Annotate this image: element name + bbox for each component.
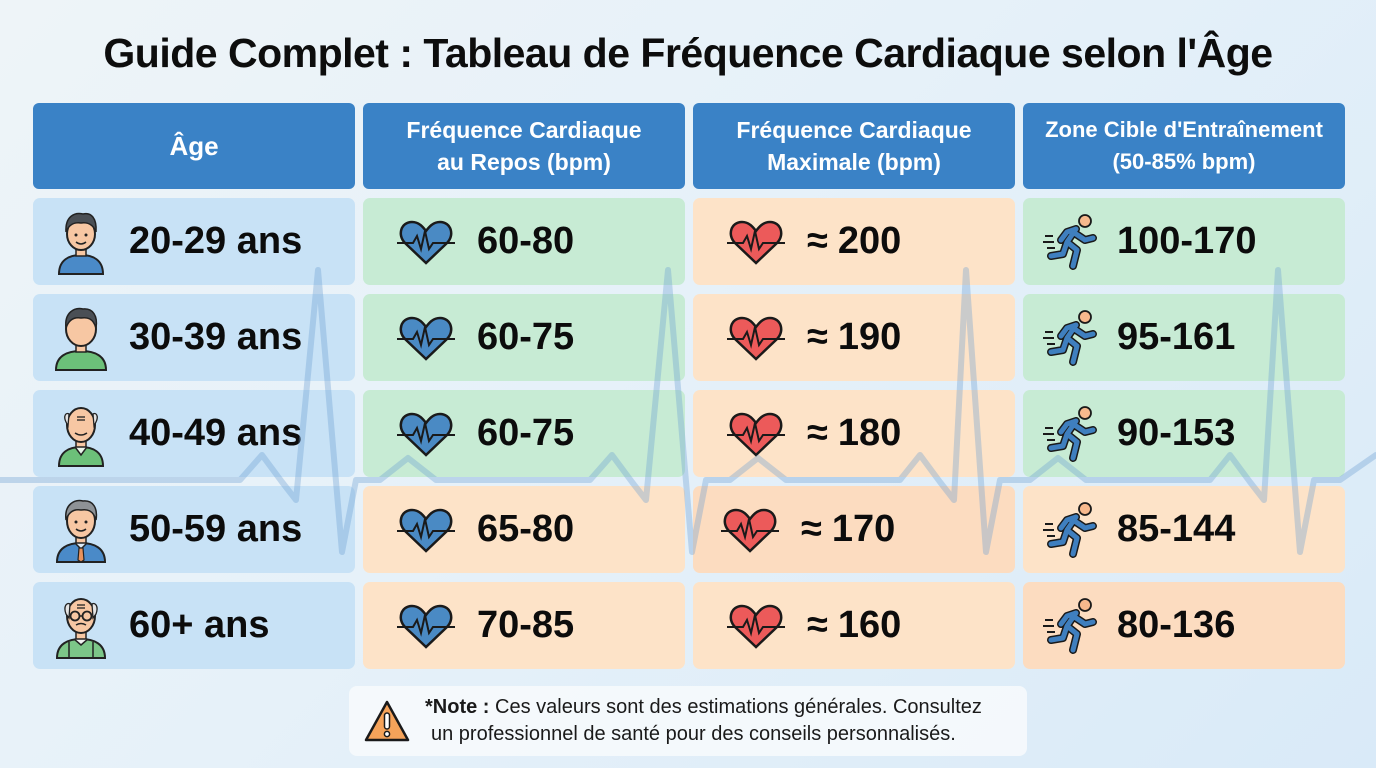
- header-zone: Zone Cible d'Entraînement (50-85% bpm): [1023, 103, 1345, 189]
- table-row-3-zone: 90-153: [1023, 390, 1345, 477]
- runner-icon: [1043, 500, 1103, 560]
- runner-icon: [1043, 212, 1103, 272]
- header-age: Âge: [33, 103, 355, 189]
- table-row-5-age: 60+ ans: [33, 582, 355, 669]
- red-heart-pulse-icon: [719, 505, 781, 555]
- header-max: Fréquence Cardiaque Maximale (bpm): [693, 103, 1015, 189]
- table-row-3-max: ≈ 180: [693, 390, 1015, 477]
- table-row-5-resting: 70-85: [363, 582, 685, 669]
- resting-value: 60-75: [477, 316, 575, 358]
- max-value: 160: [837, 604, 902, 646]
- approx-symbol: ≈: [807, 220, 828, 262]
- runner-icon: [1043, 596, 1103, 656]
- resting-value: 65-80: [477, 508, 575, 550]
- age-range: 30-39 ans: [129, 316, 303, 358]
- table-row-4-resting: 65-80: [363, 486, 685, 573]
- gray-haired-man-icon: [53, 496, 109, 564]
- red-heart-pulse-icon: [725, 409, 787, 459]
- table-row-1-resting: 60-80: [363, 198, 685, 285]
- max-value: 180: [837, 412, 902, 454]
- max-value: 200: [837, 220, 902, 262]
- table-row-4-max: ≈ 170: [693, 486, 1015, 573]
- table-row-2-zone: 95-161: [1023, 294, 1345, 381]
- table-row-1-zone: 100-170: [1023, 198, 1345, 285]
- age-range: 20-29 ans: [129, 220, 303, 262]
- red-heart-pulse-icon: [725, 313, 787, 363]
- header-max-line2: Maximale (bpm): [767, 149, 941, 175]
- age-range: 50-59 ans: [129, 508, 303, 550]
- approx-symbol: ≈: [807, 604, 828, 646]
- warning-icon: [363, 699, 411, 743]
- note-line-1: Ces valeurs sont des estimations général…: [489, 696, 982, 718]
- blue-heart-pulse-icon: [395, 409, 457, 459]
- man-icon: [53, 304, 109, 372]
- table-row-2-age: 30-39 ans: [33, 294, 355, 381]
- zone-value: 80-136: [1117, 604, 1236, 646]
- table-row-1-age: 20-29 ans: [33, 198, 355, 285]
- blue-heart-pulse-icon: [395, 601, 457, 651]
- young-man-icon: [53, 208, 109, 276]
- zone-value: 90-153: [1117, 412, 1236, 454]
- header-resting-line1: Fréquence Cardiaque: [406, 117, 642, 143]
- max-value: 170: [831, 508, 896, 550]
- red-heart-pulse-icon: [725, 217, 787, 267]
- approx-symbol: ≈: [801, 508, 822, 550]
- table-row-5-max: ≈ 160: [693, 582, 1015, 669]
- blue-heart-pulse-icon: [395, 505, 457, 555]
- table-row-5-zone: 80-136: [1023, 582, 1345, 669]
- table-row-1-max: ≈ 200: [693, 198, 1015, 285]
- header-resting-line2: au Repos (bpm): [437, 149, 611, 175]
- runner-icon: [1043, 404, 1103, 464]
- table-row-2-resting: 60-75: [363, 294, 685, 381]
- resting-value: 60-80: [477, 220, 575, 262]
- table-row-2-max: ≈ 190: [693, 294, 1015, 381]
- blue-heart-pulse-icon: [395, 313, 457, 363]
- elderly-man-icon: [53, 592, 109, 660]
- heart-rate-table: Âge Fréquence Cardiaque au Repos (bpm) F…: [33, 103, 1345, 669]
- age-range: 40-49 ans: [129, 412, 303, 454]
- page-title: Guide Complet : Tableau de Fréquence Car…: [103, 30, 1273, 76]
- red-heart-pulse-icon: [725, 601, 787, 651]
- approx-symbol: ≈: [807, 316, 828, 358]
- blue-heart-pulse-icon: [395, 217, 457, 267]
- header-max-line1: Fréquence Cardiaque: [736, 117, 972, 143]
- note-line-2: un professionnel de santé pour des conse…: [431, 723, 956, 745]
- table-row-4-zone: 85-144: [1023, 486, 1345, 573]
- zone-value: 85-144: [1117, 508, 1236, 550]
- balding-man-icon: [53, 400, 109, 468]
- disclaimer-note: *Note : Ces valeurs sont des estimations…: [349, 686, 1027, 756]
- header-age-label: Âge: [169, 131, 219, 161]
- table-row-4-age: 50-59 ans: [33, 486, 355, 573]
- max-value: 190: [837, 316, 902, 358]
- approx-symbol: ≈: [807, 412, 828, 454]
- header-zone-line1: Zone Cible d'Entraînement: [1045, 117, 1323, 142]
- header-zone-line2: (50-85% bpm): [1112, 149, 1256, 174]
- resting-value: 70-85: [477, 604, 575, 646]
- resting-value: 60-75: [477, 412, 575, 454]
- note-label: *Note :: [425, 696, 490, 718]
- runner-icon: [1043, 308, 1103, 368]
- age-range: 60+ ans: [129, 604, 270, 646]
- table-row-3-age: 40-49 ans: [33, 390, 355, 477]
- header-resting: Fréquence Cardiaque au Repos (bpm): [363, 103, 685, 189]
- zone-value: 95-161: [1117, 316, 1236, 358]
- zone-value: 100-170: [1117, 220, 1257, 262]
- table-row-3-resting: 60-75: [363, 390, 685, 477]
